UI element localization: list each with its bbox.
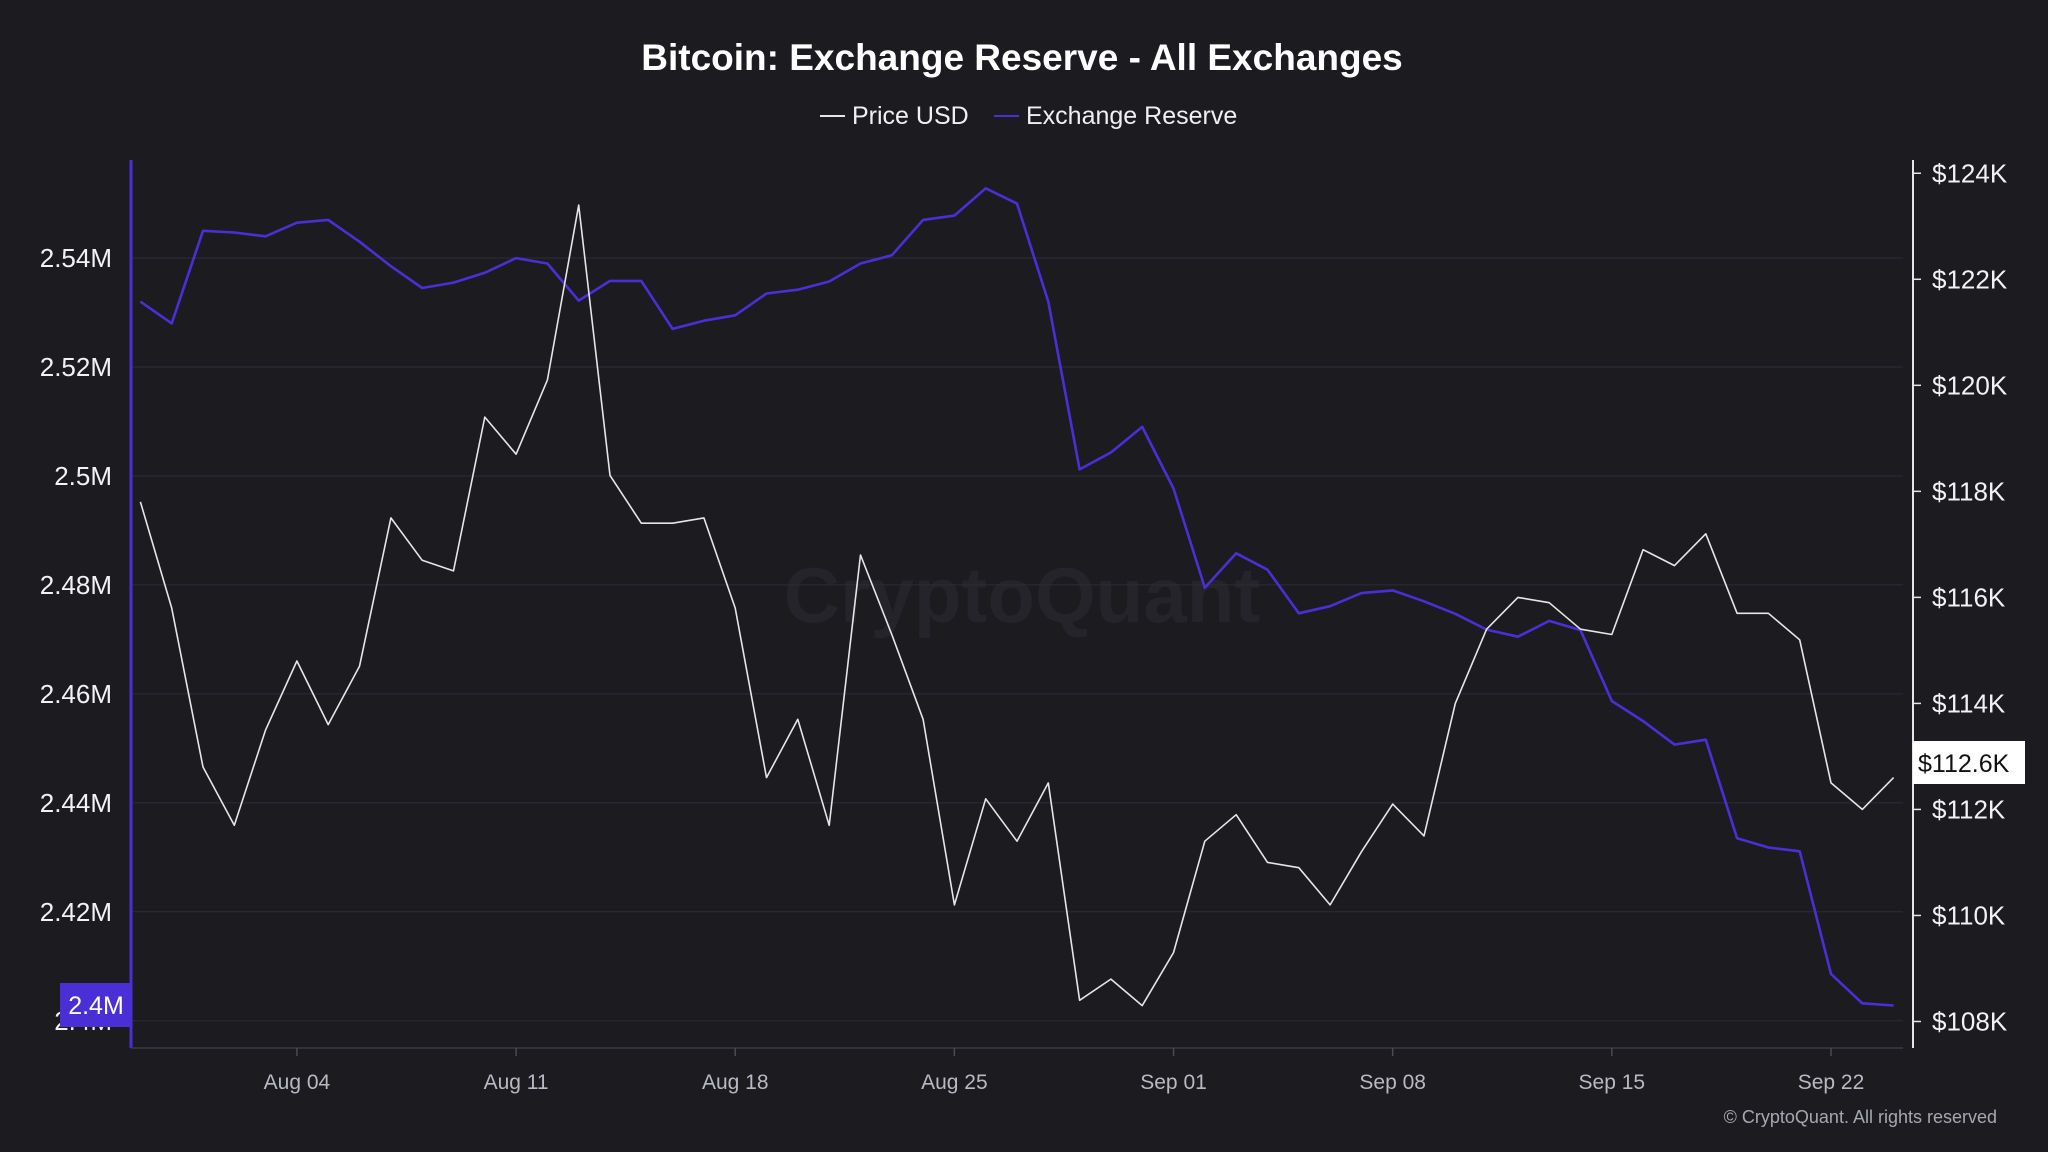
chart-title: Bitcoin: Exchange Reserve - All Exchange… [641, 37, 1403, 78]
left-tick-label: 2.5M [54, 461, 112, 491]
legend-label-price[interactable]: Price USD [852, 102, 969, 130]
left-tick-label: 2.46M [40, 679, 112, 709]
copyright: © CryptoQuant. All rights reserved [1724, 1107, 1997, 1127]
left-tick-label: 2.48M [40, 570, 112, 600]
series-line-price-usd [139, 204, 1895, 1007]
left-tick-label: 2.52M [40, 352, 112, 382]
x-tick-label: Sep 15 [1579, 1071, 1646, 1094]
legend: Price USD Exchange Reserve [820, 102, 1237, 130]
right-tick-label: $120K [1932, 370, 2008, 400]
right-tick-label: $114K [1932, 688, 2006, 718]
right-tick-label: $110K [1932, 900, 2006, 930]
right-current-tag: $112.6K [1913, 741, 2025, 784]
x-tick-label: Aug 11 [484, 1071, 549, 1094]
x-tick-label: Sep 22 [1798, 1071, 1865, 1094]
x-tick-label: Aug 18 [702, 1071, 769, 1094]
series-layer [139, 187, 1895, 1007]
left-tick-label: 2.42M [40, 897, 112, 927]
x-tick-label: Sep 01 [1140, 1071, 1207, 1094]
left-tick-label: 2.44M [40, 788, 112, 818]
x-tick-label: Aug 04 [264, 1071, 331, 1094]
left-current-tag: 2.4M [60, 983, 131, 1027]
x-tick-label: Sep 08 [1359, 1071, 1426, 1094]
right-tick-label: $118K [1932, 476, 2006, 506]
left-current-tag-bg [60, 983, 131, 1027]
right-tick-label: $112K [1932, 794, 2006, 824]
left-current-value: 2.4M [68, 992, 124, 1020]
x-tick-label: Aug 25 [921, 1071, 988, 1094]
x-axis-ticks: Aug 04 Aug 11 Aug 18 Aug 25 Sep 01 Sep 08 Sep … [264, 1048, 1865, 1094]
right-tick-label: $116K [1932, 582, 2006, 612]
right-current-value: $112.6K [1918, 750, 2010, 778]
right-tick-label: $124K [1932, 158, 2008, 188]
series-line-exchange-reserve [139, 187, 1894, 1007]
right-tick-label: $122K [1932, 264, 2008, 294]
right-current-tag-bg [1913, 741, 2025, 784]
right-axis-ticks: $124K $122K $120K $118K $116K $114K $112K $110K… [1913, 158, 2008, 1036]
watermark: CryptoQuant [784, 551, 1261, 639]
left-tick-label: 2.54M [40, 243, 112, 273]
right-tick-label: $108K [1932, 1006, 2008, 1036]
legend-label-reserve[interactable]: Exchange Reserve [1026, 102, 1237, 130]
